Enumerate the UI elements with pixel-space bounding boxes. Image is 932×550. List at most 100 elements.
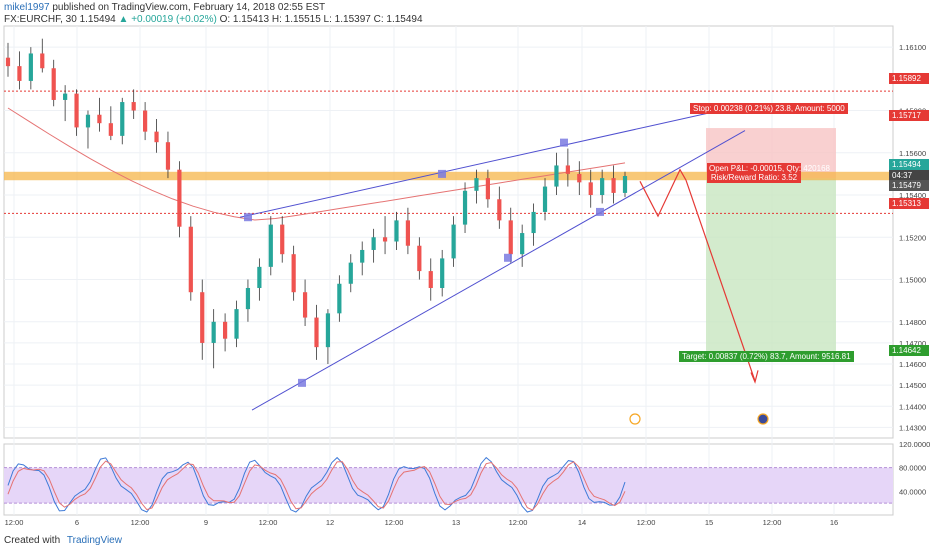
candle-body xyxy=(440,258,445,288)
candle-body xyxy=(600,178,605,196)
x-tick-label: 13 xyxy=(452,518,460,527)
candle-body xyxy=(222,321,228,339)
y-tick-label: 1.15400 xyxy=(899,191,926,200)
symbol-label: FX:EURCHF, 30 xyxy=(4,14,77,25)
candle-body xyxy=(337,283,342,314)
candle-body xyxy=(63,93,68,100)
trendlines xyxy=(239,110,769,425)
candle-body xyxy=(51,68,56,100)
candle-body xyxy=(394,220,399,242)
candle-body xyxy=(268,224,273,267)
last-price: 1.15494 xyxy=(79,14,116,25)
candle-body xyxy=(565,165,570,174)
candle-body xyxy=(280,224,285,255)
price-change: ▲ +0.00019 (+0.02%) xyxy=(118,14,217,25)
y-tick-label: 1.14400 xyxy=(899,402,926,411)
projected-drop xyxy=(685,180,756,382)
author-link[interactable]: mikel1997 xyxy=(4,2,50,13)
candle-body xyxy=(188,226,193,293)
candle-body xyxy=(28,53,33,81)
candle-body xyxy=(485,178,490,200)
stoch-band xyxy=(4,467,893,504)
candle-body xyxy=(360,249,365,263)
candle-body xyxy=(131,102,136,111)
price-label-current: 1.15494 xyxy=(889,159,929,170)
pivot-marker xyxy=(560,138,568,147)
footer: Created with TradingView xyxy=(4,535,122,546)
candle-body xyxy=(451,224,456,259)
candle-body xyxy=(325,313,331,348)
candle-body xyxy=(165,142,171,170)
candle-body xyxy=(234,309,239,339)
candle-body xyxy=(177,169,182,227)
publish-text: published on TradingView.com, February 1… xyxy=(52,2,326,13)
candle-body xyxy=(108,123,113,136)
candle-body xyxy=(85,114,91,128)
x-tick-label: 12:00 xyxy=(385,518,404,527)
candle-body xyxy=(417,245,422,272)
price-label-support: 1.15313 xyxy=(889,198,929,209)
stop-label: Stop: 0.00238 (0.21%) 23.8, Amount: 5000 xyxy=(690,103,848,114)
osc-y-tick-label: 120.0000 xyxy=(899,440,930,449)
candle-body xyxy=(405,220,411,246)
symbol-info: FX:EURCHF, 30 1.15494 ▲ +0.00019 (+0.02%… xyxy=(4,14,423,25)
y-tick-label: 1.15000 xyxy=(899,276,926,285)
y-tick-label: 1.15200 xyxy=(899,233,926,242)
candle-body xyxy=(143,110,148,132)
arrow-head xyxy=(750,370,759,384)
event-icon xyxy=(757,413,769,425)
x-tick-label: 6 xyxy=(75,518,79,527)
y-tick-label: 1.14600 xyxy=(899,360,926,369)
stochastic-oscillator xyxy=(4,456,893,513)
upper-trendline xyxy=(239,110,721,218)
candle-body xyxy=(462,190,468,225)
event-icon xyxy=(629,413,641,425)
pnl-label: Open P&L: -0.00015, Qty: 420168 Risk/Rew… xyxy=(707,163,830,183)
x-tick-label: 12 xyxy=(326,518,334,527)
lower-trendline xyxy=(251,130,746,411)
pivot-marker xyxy=(596,207,604,216)
candle-body xyxy=(302,292,308,318)
candle-body xyxy=(542,186,548,212)
publish-info: mikel1997 published on TradingView.com, … xyxy=(4,2,325,13)
x-tick-label: 16 xyxy=(830,518,838,527)
created-with: Created with xyxy=(4,535,61,546)
candle-body xyxy=(520,233,525,255)
pivot-marker xyxy=(438,169,446,178)
candle-body xyxy=(314,317,319,348)
candle-body xyxy=(554,165,559,187)
tradingview-logo-text[interactable]: TradingView xyxy=(66,535,122,546)
candle-body xyxy=(428,271,433,288)
candle-body xyxy=(120,102,125,136)
ohlc-values: O: 1.15413 H: 1.15515 L: 1.15397 C: 1.15… xyxy=(219,14,423,25)
candle-body xyxy=(611,178,616,193)
moving-average xyxy=(7,107,626,221)
stoch-d-line xyxy=(7,460,626,511)
candles xyxy=(5,38,628,369)
y-tick-label: 1.16100 xyxy=(899,43,926,52)
price-label-stop: 1.15717 xyxy=(889,110,929,121)
candle-body xyxy=(211,321,216,343)
price-label-countdown: 04:37 xyxy=(889,170,929,181)
pnl-text: Open P&L: -0.00015, Qty: 420168 xyxy=(709,164,830,173)
osc-y-tick-label: 40.0000 xyxy=(899,487,926,496)
x-tick-label: 15 xyxy=(705,518,713,527)
x-tick-label: 12:00 xyxy=(763,518,782,527)
candle-body xyxy=(5,57,11,67)
candle-body xyxy=(291,254,296,293)
candle-body xyxy=(154,131,159,143)
candle-body xyxy=(474,178,479,191)
target-label: Target: 0.00837 (0.72%) 83.7, Amount: 95… xyxy=(679,351,854,362)
price-label-top-line: 1.15892 xyxy=(889,73,929,84)
osc-y-tick-label: 80.0000 xyxy=(899,464,926,473)
candle-body xyxy=(40,53,45,69)
candle-body xyxy=(200,292,205,343)
y-tick-label: 1.14700 xyxy=(899,339,926,348)
candle-body xyxy=(348,262,353,284)
x-tick-label: 12:00 xyxy=(131,518,150,527)
pivot-marker xyxy=(504,253,512,262)
candle-body xyxy=(497,199,502,221)
price-label-target: 1.14642 xyxy=(889,345,929,356)
candle-body xyxy=(531,211,536,234)
